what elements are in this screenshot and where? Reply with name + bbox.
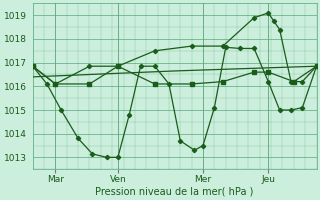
- X-axis label: Pression niveau de la mer( hPa ): Pression niveau de la mer( hPa ): [95, 187, 254, 197]
